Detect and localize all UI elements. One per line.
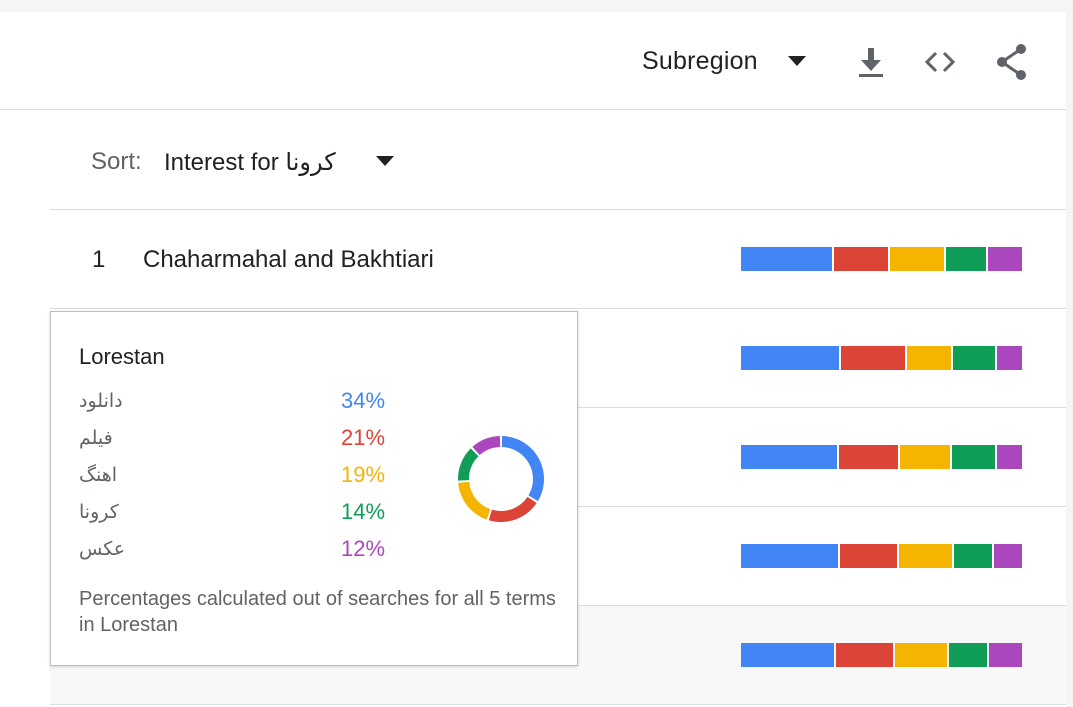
embed-button[interactable] [922,42,958,82]
term-share-segment [835,643,894,667]
tooltip-term-percent: 14% [341,499,386,524]
donut-slice [501,436,544,502]
term-share-segment [890,247,945,271]
tooltip-term-label: اهنگ [79,465,118,486]
share-button[interactable] [994,42,1030,82]
term-share-segment [953,346,995,370]
term-share-segment [994,544,1022,568]
term-share-segment [834,247,889,271]
term-share-segment [987,247,1022,271]
term-share-segment [741,346,839,370]
region-rank: 1 [92,246,106,273]
term-share-segment [989,643,1022,667]
region-level-dropdown[interactable]: Subregion [642,44,806,78]
sort-dropdown[interactable]: Interest for کرونا [164,149,336,176]
download-button[interactable] [853,42,889,82]
donut-slice [488,496,537,522]
tooltip-term-percent: 19% [341,462,386,487]
term-share-segment [840,346,905,370]
term-share-segment [946,247,986,271]
tooltip-note: Percentages calculated out of searches f… [79,588,556,636]
term-share-segment [952,445,995,469]
term-share-segment [895,643,947,667]
term-share-bar [741,445,1022,469]
term-share-segment [741,445,837,469]
tooltip-region-name: Lorestan [79,344,165,369]
tooltip-term-label: دانلود [79,391,123,412]
tooltip-term-label: فیلم [79,428,113,449]
term-share-segment [906,346,952,370]
tooltip-term-percent: 21% [341,425,386,450]
tooltip-term-percent: 12% [341,536,386,561]
embed-code-icon [924,51,956,73]
sort-label: Sort: [91,148,142,175]
term-share-segment [899,544,952,568]
tooltip-term-label: عکس [79,539,126,560]
term-share-segment [839,544,898,568]
region-tooltip: Lorestan دانلود 34% فیلم 21% اهنگ 19% کرونا 14%… [50,311,578,666]
term-share-segment [953,544,993,568]
term-share-segment [741,544,838,568]
term-share-segment [949,643,988,667]
term-share-bar [741,247,1022,271]
term-share-bar [741,544,1022,568]
term-share-segment [899,445,951,469]
term-share-segment [741,247,832,271]
term-share-bar [741,346,1022,370]
download-icon [859,48,883,77]
donut-slice [472,436,501,456]
share-icon [997,44,1026,80]
donut-slice [458,448,479,481]
term-share-segment [996,346,1022,370]
tooltip-term-percent: 34% [341,388,386,413]
term-share-segment [741,643,834,667]
term-share-segment [838,445,898,469]
chevron-down-icon [787,56,806,66]
region-row[interactable]: 1 Chaharmahal and Bakhtiari [50,210,1066,309]
term-share-bar [741,643,1022,667]
term-share-segment [996,445,1022,469]
chevron-down-icon[interactable] [376,156,394,166]
card-header: Subregion [0,12,1066,110]
region-level-label: Subregion [642,46,758,75]
tooltip-term-label: کرونا [79,502,119,523]
region-name: Chaharmahal and Bakhtiari [143,246,434,273]
breakdown-donut-chart [458,436,544,522]
donut-slice [458,481,491,520]
sort-row: Sort: Interest for کرونا [50,110,1066,210]
